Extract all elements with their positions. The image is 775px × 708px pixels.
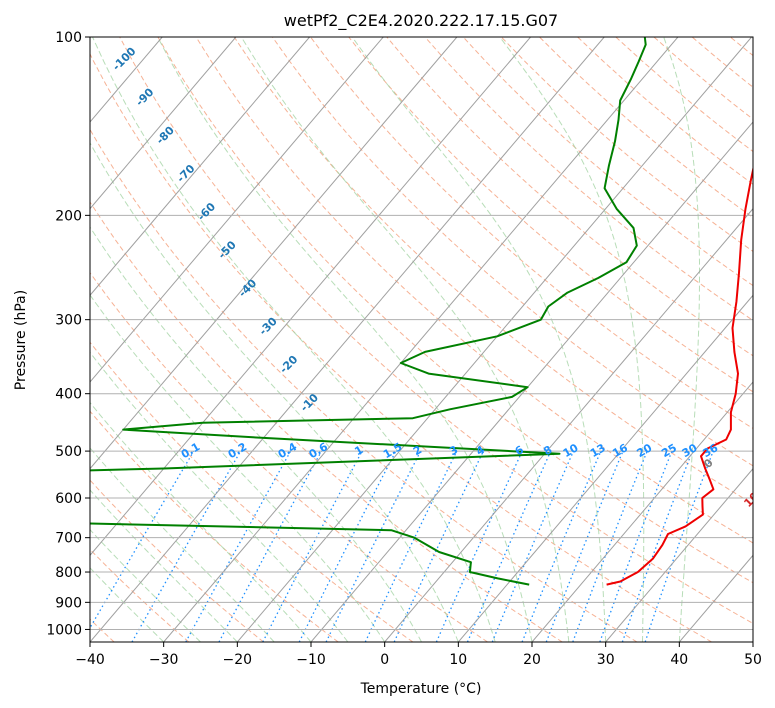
y-tick-label: 200 bbox=[55, 208, 82, 224]
y-tick-label: 700 bbox=[55, 531, 82, 547]
x-tick-label: 10 bbox=[449, 652, 467, 668]
y-tick-label: 800 bbox=[55, 565, 82, 581]
x-tick-label: 0 bbox=[380, 652, 389, 668]
x-tick-label: −10 bbox=[296, 652, 326, 668]
chart-title: wetPf2_C2E4.2020.222.17.15.G07 bbox=[284, 11, 558, 31]
x-tick-label: 50 bbox=[744, 652, 762, 668]
x-tick-label: 30 bbox=[597, 652, 615, 668]
x-tick-label: 40 bbox=[670, 652, 688, 668]
y-tick-label: 600 bbox=[55, 491, 82, 507]
y-tick-label: 100 bbox=[55, 30, 82, 46]
y-axis-label: Pressure (hPa) bbox=[13, 290, 29, 390]
y-tick-label: 900 bbox=[55, 595, 82, 611]
y-tick-label: 1000 bbox=[46, 622, 82, 638]
x-tick-label: −20 bbox=[223, 652, 253, 668]
y-tick-label: 500 bbox=[55, 444, 82, 460]
x-tick-label: −30 bbox=[149, 652, 179, 668]
x-tick-label: −40 bbox=[75, 652, 105, 668]
x-axis-label: Temperature (°C) bbox=[360, 681, 482, 697]
y-tick-label: 400 bbox=[55, 387, 82, 403]
x-tick-label: 20 bbox=[523, 652, 541, 668]
y-tick-label: 300 bbox=[55, 313, 82, 329]
